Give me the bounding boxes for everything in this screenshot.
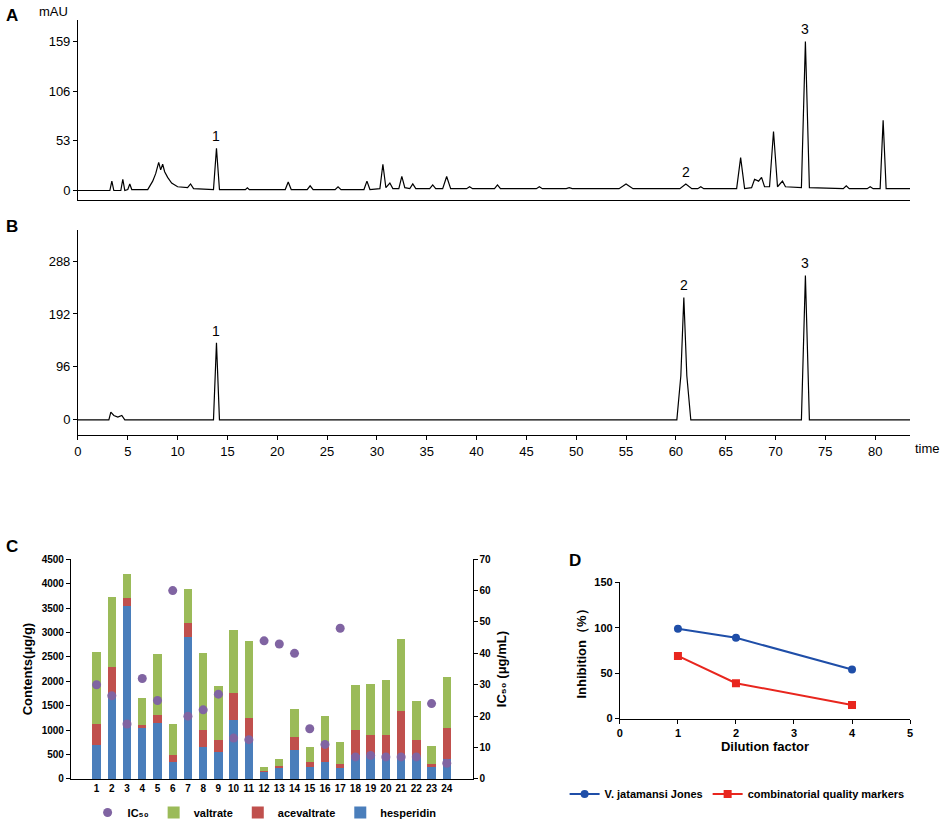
svg-text:3: 3: [124, 783, 130, 794]
svg-text:1000: 1000: [42, 725, 65, 736]
svg-text:2: 2: [109, 783, 115, 794]
svg-text:25: 25: [320, 444, 334, 459]
svg-text:70: 70: [768, 444, 782, 459]
svg-text:4: 4: [139, 783, 145, 794]
svg-text:106: 106: [49, 84, 71, 99]
svg-text:0: 0: [58, 773, 64, 784]
svg-text:50: 50: [569, 444, 583, 459]
svg-text:4: 4: [849, 727, 856, 739]
svg-text:0: 0: [480, 773, 486, 784]
svg-text:70: 70: [480, 554, 492, 565]
svg-text:C: C: [6, 537, 18, 556]
svg-text:1: 1: [212, 128, 220, 144]
svg-text:150: 150: [594, 576, 612, 588]
svg-text:4000: 4000: [42, 578, 65, 589]
svg-text:55: 55: [619, 444, 633, 459]
svg-text:2: 2: [680, 277, 688, 293]
svg-text:10: 10: [228, 783, 240, 794]
svg-text:13: 13: [274, 783, 286, 794]
svg-text:2: 2: [733, 727, 739, 739]
svg-text:IC₅₀ (μg/mL): IC₅₀ (μg/mL): [494, 631, 509, 707]
svg-text:288: 288: [49, 254, 71, 269]
svg-text:18: 18: [350, 783, 362, 794]
svg-text:20: 20: [270, 444, 284, 459]
svg-text:IC₅₀: IC₅₀: [128, 807, 149, 819]
svg-text:3000: 3000: [42, 627, 65, 638]
svg-text:valtrate: valtrate: [194, 807, 233, 819]
svg-text:30: 30: [480, 679, 492, 690]
svg-text:16: 16: [319, 783, 331, 794]
svg-text:22: 22: [411, 783, 423, 794]
svg-text:50: 50: [600, 667, 612, 679]
svg-text:10: 10: [170, 444, 184, 459]
svg-text:Contents(μg/g): Contents(μg/g): [20, 623, 35, 715]
svg-text:15: 15: [304, 783, 316, 794]
svg-text:B: B: [6, 217, 18, 236]
svg-text:50: 50: [480, 616, 492, 627]
svg-text:V. jatamansi Jones: V. jatamansi Jones: [605, 788, 703, 800]
svg-text:0: 0: [63, 183, 70, 198]
svg-text:75: 75: [818, 444, 832, 459]
svg-text:5: 5: [124, 444, 131, 459]
svg-text:7: 7: [185, 783, 191, 794]
svg-text:10: 10: [480, 742, 492, 753]
svg-text:3: 3: [801, 255, 809, 271]
svg-text:3500: 3500: [42, 603, 65, 614]
svg-text:12: 12: [259, 783, 271, 794]
svg-text:time: time: [915, 441, 940, 456]
svg-text:20: 20: [480, 711, 492, 722]
svg-text:96: 96: [56, 359, 70, 374]
svg-text:0: 0: [607, 712, 613, 724]
svg-text:159: 159: [49, 34, 71, 49]
svg-text:19: 19: [365, 783, 377, 794]
svg-text:21: 21: [396, 783, 408, 794]
svg-text:40: 40: [480, 648, 492, 659]
svg-text:0: 0: [63, 412, 70, 427]
svg-text:45: 45: [519, 444, 533, 459]
svg-text:2000: 2000: [42, 676, 65, 687]
svg-text:53: 53: [56, 133, 70, 148]
svg-text:acevaltrate: acevaltrate: [278, 807, 336, 819]
svg-text:2: 2: [682, 164, 690, 180]
svg-text:5: 5: [155, 783, 161, 794]
svg-text:80: 80: [868, 444, 882, 459]
svg-text:3: 3: [801, 21, 809, 37]
svg-text:D: D: [569, 551, 581, 570]
svg-text:A: A: [6, 6, 18, 25]
svg-text:30: 30: [370, 444, 384, 459]
svg-text:6: 6: [170, 783, 176, 794]
svg-text:500: 500: [47, 749, 64, 760]
svg-text:9: 9: [216, 783, 222, 794]
svg-text:11: 11: [244, 783, 255, 794]
svg-text:40: 40: [469, 444, 483, 459]
svg-text:2500: 2500: [42, 651, 65, 662]
svg-text:60: 60: [480, 585, 492, 596]
svg-text:3: 3: [791, 727, 797, 739]
svg-text:0: 0: [617, 727, 623, 739]
svg-text:24: 24: [441, 783, 453, 794]
svg-text:65: 65: [718, 444, 732, 459]
svg-text:0: 0: [74, 444, 81, 459]
svg-text:100: 100: [594, 622, 612, 634]
svg-text:8: 8: [200, 783, 206, 794]
svg-text:17: 17: [335, 783, 347, 794]
svg-text:mAU: mAU: [39, 4, 68, 19]
svg-text:4500: 4500: [42, 554, 65, 565]
svg-text:hesperidin: hesperidin: [380, 807, 436, 819]
svg-text:1: 1: [94, 783, 100, 794]
svg-text:1: 1: [675, 727, 681, 739]
svg-text:23: 23: [426, 783, 438, 794]
svg-text:combinatorial quality markers: combinatorial quality markers: [748, 788, 905, 800]
svg-text:1: 1: [212, 323, 220, 339]
svg-text:Dilution factor: Dilution factor: [721, 739, 809, 754]
svg-text:1500: 1500: [42, 700, 65, 711]
svg-text:192: 192: [49, 307, 71, 322]
svg-text:14: 14: [289, 783, 301, 794]
svg-text:35: 35: [419, 444, 433, 459]
svg-text:Inhibition（%）: Inhibition（%）: [574, 602, 589, 698]
svg-text:5: 5: [907, 727, 913, 739]
svg-text:60: 60: [669, 444, 683, 459]
svg-text:15: 15: [220, 444, 234, 459]
svg-text:20: 20: [380, 783, 392, 794]
